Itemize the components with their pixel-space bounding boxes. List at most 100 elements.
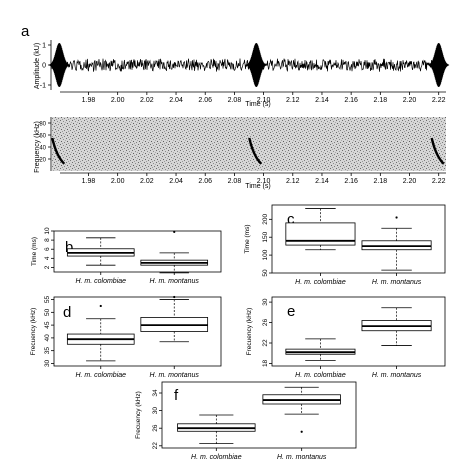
box-panel-e: e Frecuency (kHz) 18 22 26 30 H. m. colombiae H…	[246, 296, 446, 379]
panel-f-category-label: H. m. montanus	[277, 454, 327, 461]
waveform-noise	[51, 58, 447, 72]
panel-d-letter: d	[63, 304, 71, 321]
panel-c-y-tick-label: 200	[262, 214, 269, 225]
waveform-x-ticks: 1.98 2.00 2.02 2.04 2.06 2.08 2.10 2.12 2.14 2.16…	[82, 92, 446, 104]
waveform-x-tick-label: 2.12	[286, 97, 300, 104]
box-panel-b: b Time (ms) 2 4 6 8 10 H. m. colombiae H. m. mon…	[31, 227, 222, 285]
panel-d-category-label: H. m. colombiae	[75, 372, 126, 379]
panel-b-box-2	[140, 230, 209, 274]
waveform-y-tick-label: 0	[42, 63, 46, 70]
panel-f-letter: f	[174, 387, 179, 404]
spectrogram-y-tick-label: 80	[39, 122, 46, 128]
outlier-point	[395, 216, 398, 219]
panel-f-y-tick-label: 22	[152, 442, 159, 450]
waveform-y-tick-label: -1	[40, 83, 46, 90]
panel-f-frame	[161, 381, 357, 449]
panel-e-y-tick-label: 30	[262, 298, 269, 306]
panel-c-y-tick-label: 150	[262, 231, 269, 242]
panel-e-category-label: H. m. montanus	[372, 372, 422, 379]
spectrogram-y-tick-label: 60	[39, 134, 46, 140]
waveform-x-tick-label: 2.10	[257, 97, 271, 104]
waveform-x-tick-label: 2.08	[228, 97, 242, 104]
panel-f-box-2	[262, 386, 341, 433]
spectrogram-xlabel: Time (s)	[245, 183, 270, 190]
panel-f-box-1	[177, 414, 256, 445]
spectrogram-x-tick-label: 2.14	[315, 178, 329, 185]
spectrogram-x-tick-label: 2.22	[432, 178, 446, 185]
waveform-ylabel: Amplitude (kU)	[34, 43, 41, 89]
waveform-x-tick-label: 2.04	[169, 97, 183, 104]
spectrogram-x-tick-label: 1.98	[82, 178, 96, 185]
panel-c-category-label: H. m. montanus	[372, 279, 422, 286]
panel-b-ylabel: Time (ms)	[31, 237, 38, 266]
panel-a-letter: a	[21, 23, 30, 40]
waveform-call-burst-3	[428, 43, 450, 87]
panel-d-frame	[53, 296, 222, 367]
waveform-y-ticks: -1 0 1	[40, 43, 51, 90]
spectrogram-call-1	[51, 137, 66, 165]
box-panel-c: c Time (ms) 50 100 150 200 H. m. colombiae H. m…	[244, 204, 446, 286]
panel-c-category-label: H. m. colombiae	[295, 279, 346, 286]
panel-b-y-tick-label: 4	[44, 256, 51, 260]
spectrogram-x-tick-label: 2.04	[169, 178, 183, 185]
spectrogram-x-tick-label: 2.00	[111, 178, 125, 185]
waveform-x-tick-label: 2.06	[198, 97, 212, 104]
panel-d-y-tick-label: 45	[44, 321, 51, 329]
waveform-x-tick-label: 2.14	[315, 97, 329, 104]
panel-e-ylabel: Frecuency (kHz)	[246, 308, 253, 356]
spectrogram-x-ticks: 1.98 2.00 2.02 2.04 2.06 2.08 2.10 2.12 2.14 2.16…	[82, 173, 446, 185]
panel-e-frame	[271, 296, 446, 367]
spectrogram-x-tick-label: 2.16	[344, 178, 358, 185]
panel-d-y-tick-label: 40	[44, 334, 51, 342]
waveform-x-tick-label: 2.18	[374, 97, 388, 104]
spectrogram-x-tick-label: 2.20	[403, 178, 417, 185]
panel-f-y-tick-label: 30	[152, 407, 159, 415]
panel-c-letter: c	[287, 211, 295, 228]
panel-d-y-tick-label: 30	[44, 359, 51, 367]
outlier-point	[300, 430, 303, 433]
panel-b-category-label: H. m. montanus	[150, 278, 200, 285]
panel-b-box-1	[66, 237, 135, 266]
spectrogram-ylabel: Frequency (kHz)	[34, 121, 41, 173]
iqr-box	[285, 222, 356, 246]
panel-b-y-tick-label: 10	[44, 227, 51, 235]
waveform-x-tick-label: 2.16	[344, 97, 358, 104]
panel-d-category-label: H. m. montanus	[150, 372, 200, 379]
panel-e-y-tick-label: 26	[262, 319, 269, 327]
panel-e-category-label: H. m. colombiae	[295, 372, 346, 379]
outlier-point	[173, 230, 176, 234]
panel-d-y-tick-label: 50	[44, 308, 51, 316]
spectrogram-x-tick-label: 2.12	[286, 178, 300, 185]
spectrogram-x-tick-label: 2.02	[140, 178, 154, 185]
box-plot-panels: b Time (ms) 2 4 6 8 10 H. m. colombiae H. m. mon…	[30, 204, 446, 461]
waveform-call-burst-1	[48, 43, 70, 87]
waveform-panel: -1 0 1 1.98 2.00 2.02 2.04 2.06 2.08 2.10 2.12 2.1…	[34, 40, 450, 108]
waveform-y-tick-label: 1	[42, 43, 46, 50]
spectrogram-x-tick-label: 2.08	[228, 178, 242, 185]
panel-c-ylabel: Time (ms)	[244, 224, 251, 253]
panel-d-y-tick-label: 55	[44, 296, 51, 304]
panel-b-letter: b	[65, 239, 73, 256]
outlier-point	[99, 304, 102, 308]
spectrogram-background	[52, 117, 446, 171]
panel-f-category-label: H. m. colombiae	[191, 454, 242, 461]
panel-b-frame	[53, 230, 222, 273]
box-panel-f: f Frecuency (kHz) 22 26 30 34 H. m. colombiae H…	[135, 381, 357, 461]
spectrogram-x-tick-label: 2.10	[257, 178, 271, 185]
waveform-x-tick-label: 2.02	[140, 97, 154, 104]
panel-d-y-tick-label: 35	[44, 347, 51, 355]
spectrogram-y-tick-label: 40	[39, 146, 46, 152]
panel-e-y-tick-label: 18	[262, 359, 269, 367]
panel-f-ylabel: Frecuency (kHz)	[135, 391, 142, 439]
panel-d-ylabel: Frecuency (kHz)	[30, 308, 37, 356]
spectrogram-call-2	[248, 137, 263, 165]
spectrogram-y-ticks: 20 40 60 80	[39, 122, 51, 164]
spectrogram-call-3	[430, 137, 445, 165]
waveform-x-tick-label: 2.22	[432, 97, 446, 104]
panel-f-y-tick-label: 26	[152, 424, 159, 432]
panel-b-y-tick-label: 8	[44, 238, 51, 242]
panel-d-box-2	[140, 295, 209, 343]
spectrogram-calls	[51, 137, 445, 165]
waveform-x-tick-label: 2.20	[403, 97, 417, 104]
